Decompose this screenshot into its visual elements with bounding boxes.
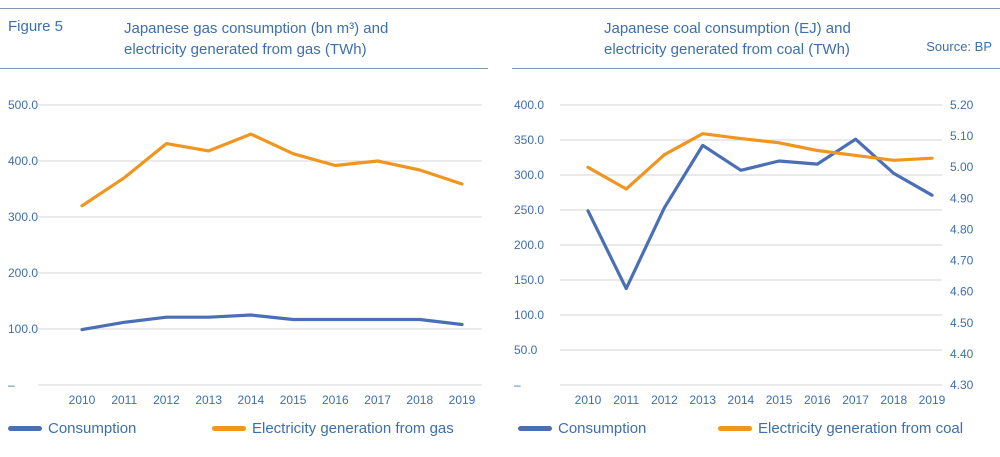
x-tick-label: 2017 [842, 393, 869, 407]
y-tick-label: – [8, 378, 15, 392]
figure-label: Figure 5 [8, 18, 64, 35]
series-line-generation [586, 132, 934, 191]
x-tick-label: 2011 [613, 393, 639, 407]
x-tick-label: 2015 [280, 393, 307, 407]
y-tick-label: 400.0 [514, 98, 544, 112]
x-tick-label: 2018 [406, 393, 433, 407]
y2-tick-label: 5.10 [950, 129, 974, 143]
chart-title-coal: Japanese coal consumption (EJ) and elect… [604, 20, 851, 58]
legend-swatch [718, 426, 752, 431]
header-rule-left [0, 68, 488, 69]
x-tick-label: 2018 [880, 393, 907, 407]
series-line-consumption [80, 313, 464, 332]
y2-tick-label: 4.30 [950, 378, 974, 392]
legend-swatch [518, 426, 552, 431]
y-tick-label: 200.0 [514, 238, 544, 252]
legend-coal-consumption: Consumption [518, 420, 646, 437]
y-tick-label: 250.0 [514, 203, 544, 217]
y-tick-label: 150.0 [514, 273, 544, 287]
legend-swatch [8, 426, 42, 431]
x-tick-label: 2016 [322, 393, 349, 407]
top-rule [0, 8, 1000, 9]
x-tick-label: 2013 [195, 393, 222, 407]
series-line-consumption [586, 137, 934, 291]
y-tick-label: 100.0 [8, 322, 38, 336]
x-tick-label: 2019 [919, 393, 946, 407]
y2-tick-label: 4.70 [950, 254, 974, 268]
y2-tick-label: 4.40 [950, 347, 974, 361]
y-tick-label: 400.0 [8, 154, 38, 168]
chart-title-gas: Japanese gas consumption (bn m³) and ele… [124, 20, 389, 58]
series-line-generation [80, 132, 464, 208]
x-tick-label: 2011 [111, 393, 137, 407]
x-tick-label: 2014 [238, 393, 265, 407]
y-tick-label: 300.0 [8, 210, 38, 224]
y2-tick-label: 4.80 [950, 222, 974, 236]
legend-gas-generation: Electricity generation from gas [212, 420, 454, 437]
x-tick-label: 2010 [69, 393, 96, 407]
legend-label: Electricity generation from coal [758, 420, 964, 437]
x-tick-label: 2012 [153, 393, 180, 407]
y-tick-label: 500.0 [8, 98, 38, 112]
x-tick-label: 2014 [728, 393, 755, 407]
y2-tick-label: 5.00 [950, 160, 974, 174]
x-tick-label: 2016 [804, 393, 831, 407]
x-tick-label: 2015 [766, 393, 793, 407]
x-tick-label: 2010 [575, 393, 602, 407]
y-tick-label: 300.0 [514, 168, 544, 182]
y-tick-label: – [514, 378, 521, 392]
x-tick-label: 2017 [364, 393, 391, 407]
y-tick-label: 50.0 [514, 343, 538, 357]
x-tick-label: 2012 [651, 393, 678, 407]
x-tick-label: 2019 [449, 393, 476, 407]
source-label: Source: BP [926, 39, 992, 54]
legend-gas-consumption: Consumption [8, 420, 136, 437]
y2-tick-label: 4.50 [950, 316, 974, 330]
x-tick-label: 2013 [689, 393, 716, 407]
legend-label: Consumption [558, 420, 647, 437]
y-tick-label: 200.0 [8, 266, 38, 280]
legend-label: Consumption [48, 420, 137, 437]
legend-coal-generation: Electricity generation from coal [718, 420, 963, 437]
y2-tick-label: 4.60 [950, 285, 974, 299]
y-tick-label: 350.0 [514, 133, 544, 147]
y2-tick-label: 4.90 [950, 191, 974, 205]
header-rule-right [512, 68, 1000, 69]
y2-tick-label: 5.20 [950, 98, 974, 112]
legend-label: Electricity generation from gas [252, 420, 454, 437]
y-tick-label: 100.0 [514, 308, 544, 322]
legend-swatch [212, 426, 246, 431]
